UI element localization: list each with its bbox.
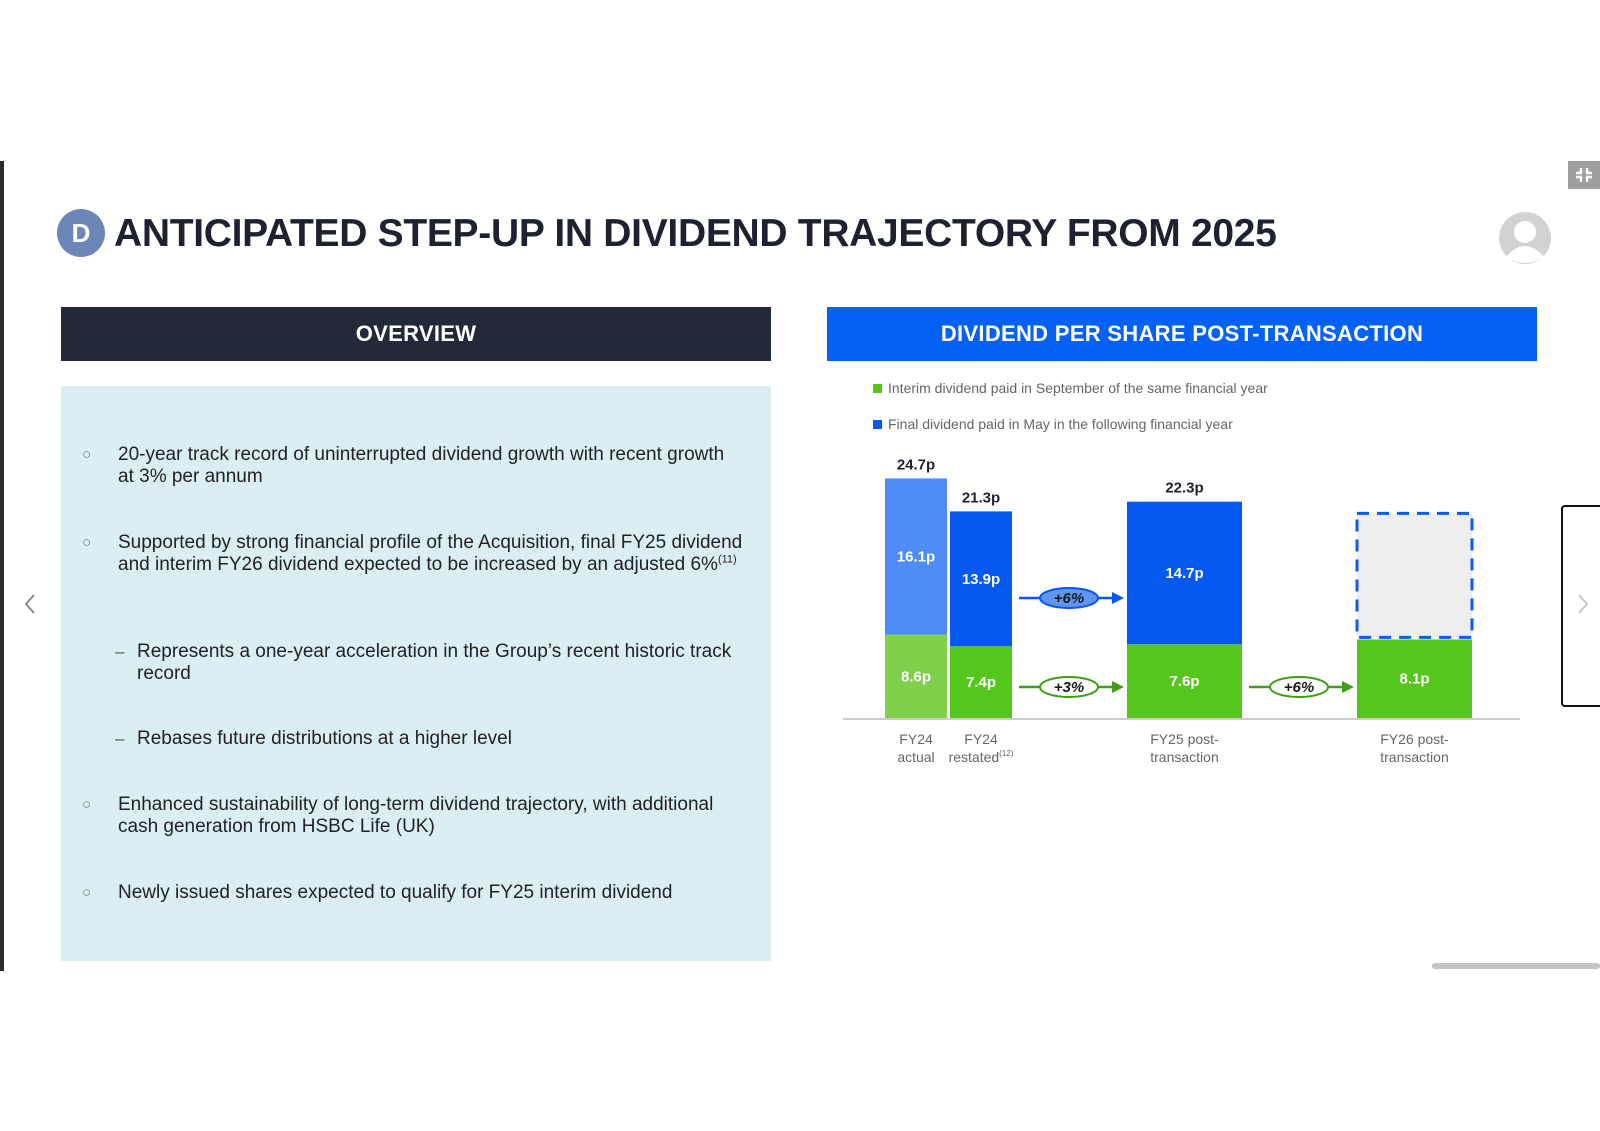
growth-annotation-final-arrowhead — [1112, 592, 1124, 604]
dividend-per-share-header: DIVIDEND PER SHARE POST-TRANSACTION — [827, 307, 1537, 361]
growth-annotation-interim-fy26-arrowhead — [1342, 681, 1354, 693]
legend-swatch — [873, 420, 882, 429]
bullet-text: Supported by strong financial profile of… — [118, 532, 743, 575]
horizontal-scrollbar[interactable] — [1432, 963, 1600, 969]
overview-bullet: ○ Newly issued shares expected to qualif… — [82, 882, 748, 904]
data-label-final: 14.7p — [1165, 565, 1203, 582]
sub-bullet-marker: – — [115, 729, 125, 748]
bullet-marker: ○ — [82, 796, 92, 813]
overview-bullet: ○ 20-year track record of uninterrupted … — [82, 444, 738, 488]
total-label: 22.3p — [1165, 480, 1203, 497]
growth-annotation-final-pill — [1039, 587, 1099, 609]
growth-annotation-interim-pill — [1039, 676, 1099, 698]
data-label-final: 13.9p — [962, 571, 1000, 588]
avatar-icon[interactable] — [1498, 211, 1552, 265]
total-label: 21.3p — [962, 489, 1000, 506]
chevron-right-icon[interactable] — [1573, 592, 1593, 616]
total-label: 24.7p — [897, 456, 935, 473]
bullet-text: Newly issued shares expected to qualify … — [118, 882, 673, 903]
data-label-final: 16.1p — [897, 548, 935, 565]
category-label: transaction — [1380, 749, 1448, 765]
category-label: transaction — [1150, 749, 1218, 765]
category-label: FY24 — [964, 731, 998, 747]
bullet-marker: ○ — [82, 884, 92, 901]
bullet-marker: ○ — [82, 446, 92, 463]
growth-annotation-interim-arrowhead — [1112, 681, 1124, 693]
category-label: restated(12) — [949, 749, 1014, 765]
section-badge: D — [57, 209, 105, 257]
bar-interim — [885, 634, 947, 718]
bullet-text: Enhanced sustainability of long-term div… — [118, 794, 714, 837]
category-label: FY26 post- — [1380, 731, 1449, 747]
growth-annotation-final-label: +6% — [1054, 590, 1084, 607]
overview-sub-bullet: – Rebases future distributions at a high… — [115, 728, 747, 750]
category-label: FY24 — [899, 731, 933, 747]
data-label-interim: 8.6p — [901, 668, 931, 685]
data-label-interim: 7.4p — [966, 674, 996, 691]
dividend-chart: Interim dividend paid in September of th… — [843, 380, 1520, 765]
bar-interim — [1357, 639, 1472, 718]
overview-panel — [61, 386, 771, 961]
growth-annotation-interim-label: +3% — [1054, 679, 1084, 696]
bar-interim — [950, 646, 1012, 718]
left-edge — [0, 161, 4, 971]
legend-swatch — [873, 384, 882, 393]
exit-fullscreen-button[interactable] — [1568, 161, 1600, 189]
bar-final — [1127, 501, 1242, 645]
footnote-ref: (11) — [717, 553, 737, 566]
exit-fullscreen-icon — [1576, 168, 1592, 182]
bar-placeholder — [1355, 511, 1474, 639]
bullet-marker: ○ — [82, 534, 92, 551]
overview-bullet: ○ Enhanced sustainability of long-term d… — [82, 794, 718, 838]
legend-label: Final dividend paid in May in the follow… — [888, 416, 1233, 432]
overview-sub-bullet: – Represents a one-year acceleration in … — [115, 641, 747, 685]
chevron-left-icon[interactable] — [20, 592, 40, 616]
overview-bullet: ○ Supported by strong financial profile … — [82, 532, 748, 576]
bar-interim — [1127, 644, 1242, 718]
growth-annotation-interim-fy26-label: +6% — [1284, 679, 1314, 696]
bullet-text: Rebases future distributions at a higher… — [137, 728, 512, 749]
data-label-interim: 8.1p — [1399, 671, 1429, 688]
sub-bullet-marker: – — [115, 642, 125, 661]
category-label: actual — [897, 749, 934, 765]
overview-header: OVERVIEW — [61, 307, 771, 361]
bullet-text: Represents a one-year acceleration in th… — [137, 641, 732, 684]
bar-final — [950, 511, 1012, 647]
category-label: FY25 post- — [1150, 731, 1219, 747]
bar-final — [885, 478, 947, 635]
slide-title: ANTICIPATED STEP-UP IN DIVIDEND TRAJECTO… — [114, 212, 1277, 255]
footnote-ref: (12) — [999, 749, 1014, 758]
growth-annotation-interim-fy26-pill — [1269, 676, 1329, 698]
side-panel-frame — [1561, 505, 1600, 707]
bullet-text: 20-year track record of uninterrupted di… — [118, 444, 725, 487]
data-label-interim: 7.6p — [1169, 673, 1199, 690]
legend-label: Interim dividend paid in September of th… — [888, 380, 1268, 396]
